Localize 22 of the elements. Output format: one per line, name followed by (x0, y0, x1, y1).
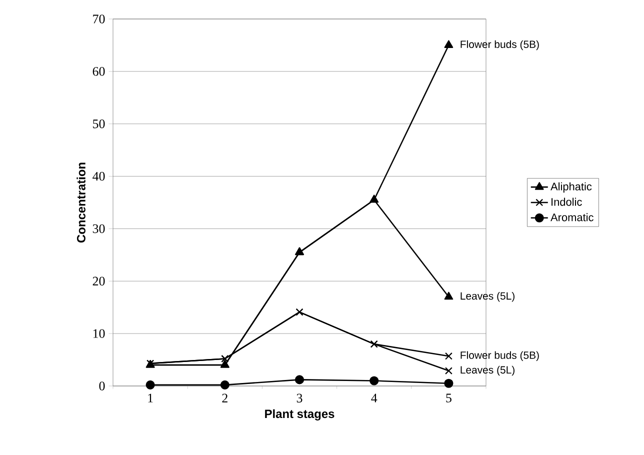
y-tick-label: 60 (92, 67, 105, 76)
y-tick-label: 40 (92, 172, 105, 181)
x-tick-label: 4 (371, 394, 378, 402)
y-tick-label: 70 (93, 14, 105, 24)
annotation: Flower buds (5B) (460, 40, 539, 50)
y-tick-label: 30 (92, 224, 105, 234)
legend-label: Aliphatic (550, 182, 592, 193)
x-tick-label: 3 (296, 394, 302, 402)
annotation: Flower buds (5B) (460, 351, 539, 361)
y-tick-label: 0 (99, 382, 105, 390)
annotation: Leaves (5L) (460, 366, 514, 376)
x-tick-label: 1 (148, 394, 153, 402)
legend-label: Indolic (552, 198, 582, 206)
y-axis-title: Concentration (76, 162, 86, 243)
x-axis-title: Plant stages (265, 409, 334, 420)
annotation: Leaves (5L) (460, 292, 514, 302)
y-tick-label: 20 (92, 276, 105, 286)
y-tick-label: 50 (93, 119, 105, 128)
x-tick-label: 5 (446, 394, 452, 402)
legend-label: Aromatic (550, 213, 594, 222)
y-tick-label: 10 (93, 329, 105, 338)
x-tick-label: 2 (222, 394, 228, 402)
